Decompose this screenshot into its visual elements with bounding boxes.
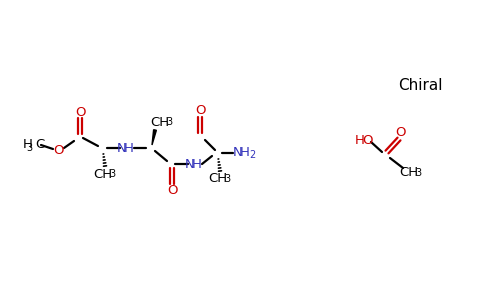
Text: C: C	[35, 139, 44, 152]
Text: O: O	[167, 184, 177, 196]
Text: H: H	[355, 134, 365, 146]
Text: O: O	[54, 145, 64, 158]
Text: O: O	[362, 134, 373, 146]
Text: CH: CH	[399, 167, 419, 179]
Text: 3: 3	[109, 169, 115, 179]
Text: 3: 3	[415, 168, 421, 178]
Text: CH: CH	[209, 172, 227, 185]
Text: 3: 3	[27, 143, 32, 153]
Text: O: O	[396, 127, 406, 140]
Text: H: H	[124, 142, 134, 154]
Text: O: O	[75, 106, 85, 118]
Text: N: N	[185, 158, 195, 170]
Text: N: N	[233, 146, 243, 160]
Text: CH: CH	[151, 116, 169, 128]
Text: 2: 2	[249, 150, 255, 160]
Text: H: H	[240, 146, 250, 160]
Text: H: H	[192, 158, 202, 170]
Text: O: O	[195, 104, 205, 118]
Text: Chiral: Chiral	[398, 77, 442, 92]
Text: N: N	[117, 142, 127, 154]
Text: 3: 3	[166, 117, 172, 127]
Text: CH: CH	[93, 167, 113, 181]
Text: H: H	[23, 139, 33, 152]
Polygon shape	[152, 130, 156, 145]
Text: 3: 3	[224, 174, 230, 184]
